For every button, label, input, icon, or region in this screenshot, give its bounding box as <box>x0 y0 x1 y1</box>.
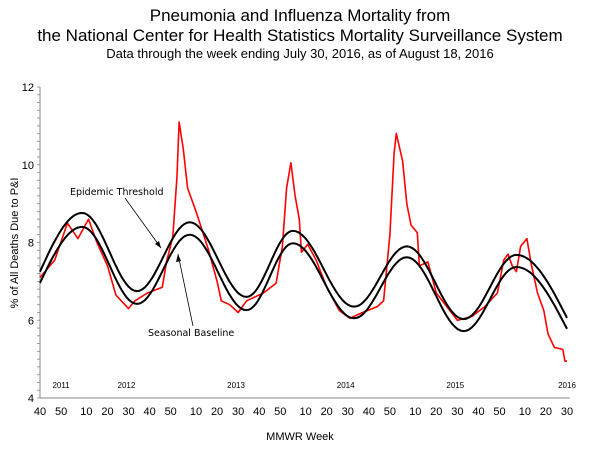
x-tick-label: 50 <box>384 406 396 418</box>
x-tick-label: 20 <box>321 406 333 418</box>
y-tick-label: 4 <box>28 393 34 405</box>
x-tick-label: 40 <box>34 406 46 418</box>
year-label: 2011 <box>52 381 70 390</box>
y-tick-label: 8 <box>28 238 34 250</box>
x-tick-label: 30 <box>342 406 354 418</box>
year-label: 2016 <box>558 381 576 390</box>
annotation-seasonal-baseline: Seasonal Baseline <box>148 328 234 339</box>
annotation-epidemic-threshold: Epidemic Threshold <box>70 187 164 198</box>
year-label: 2012 <box>118 381 136 390</box>
x-tick-label: 10 <box>80 406 92 418</box>
x-tick-label: 50 <box>274 406 286 418</box>
y-tick-label: 10 <box>22 160 34 172</box>
x-tick-label: 40 <box>253 406 265 418</box>
x-tick-label: 20 <box>211 406 223 418</box>
x-axis-label: MMWR Week <box>266 431 334 443</box>
x-tick-label: 30 <box>232 406 244 418</box>
x-tick-label: 40 <box>363 406 375 418</box>
chart-title-line1: Pneumonia and Influenza Mortality from <box>150 6 451 25</box>
y-tick-label: 6 <box>28 315 34 327</box>
x-tick-label: 10 <box>190 406 202 418</box>
x-tick-label: 50 <box>55 406 67 418</box>
threshold-series-line <box>39 212 568 321</box>
year-label: 2015 <box>446 381 464 390</box>
x-tick-label: 20 <box>540 406 552 418</box>
baseline-series-line <box>39 225 568 333</box>
year-label: 2014 <box>337 381 355 390</box>
baseline-arrow <box>177 253 194 327</box>
x-tick-label: 50 <box>165 406 177 418</box>
x-tick-label: 10 <box>409 406 421 418</box>
threshold-arrow <box>124 197 162 249</box>
threshold-arrowhead <box>155 241 161 248</box>
y-axis-label: % of All Deaths Due to P&I <box>9 178 21 309</box>
x-tick-label: 10 <box>299 406 311 418</box>
year-label: 2013 <box>227 381 245 390</box>
x-tick-label: 40 <box>143 406 155 418</box>
chart-title-line2: the National Center for Health Statistic… <box>37 26 562 45</box>
x-tick-label: 10 <box>519 406 531 418</box>
x-tick-label: 40 <box>472 406 484 418</box>
x-tick-label: 30 <box>451 406 463 418</box>
chart-subtitle: Data through the week ending July 30, 20… <box>106 46 493 61</box>
observed-series-line <box>39 121 567 362</box>
x-tick-label: 20 <box>430 406 442 418</box>
x-tick-label: 30 <box>122 406 134 418</box>
baseline-arrowhead <box>176 254 181 262</box>
x-tick-label: 50 <box>493 406 505 418</box>
x-tick-label: 30 <box>561 406 573 418</box>
y-tick-label: 12 <box>22 82 34 94</box>
x-tick-label: 20 <box>101 406 113 418</box>
